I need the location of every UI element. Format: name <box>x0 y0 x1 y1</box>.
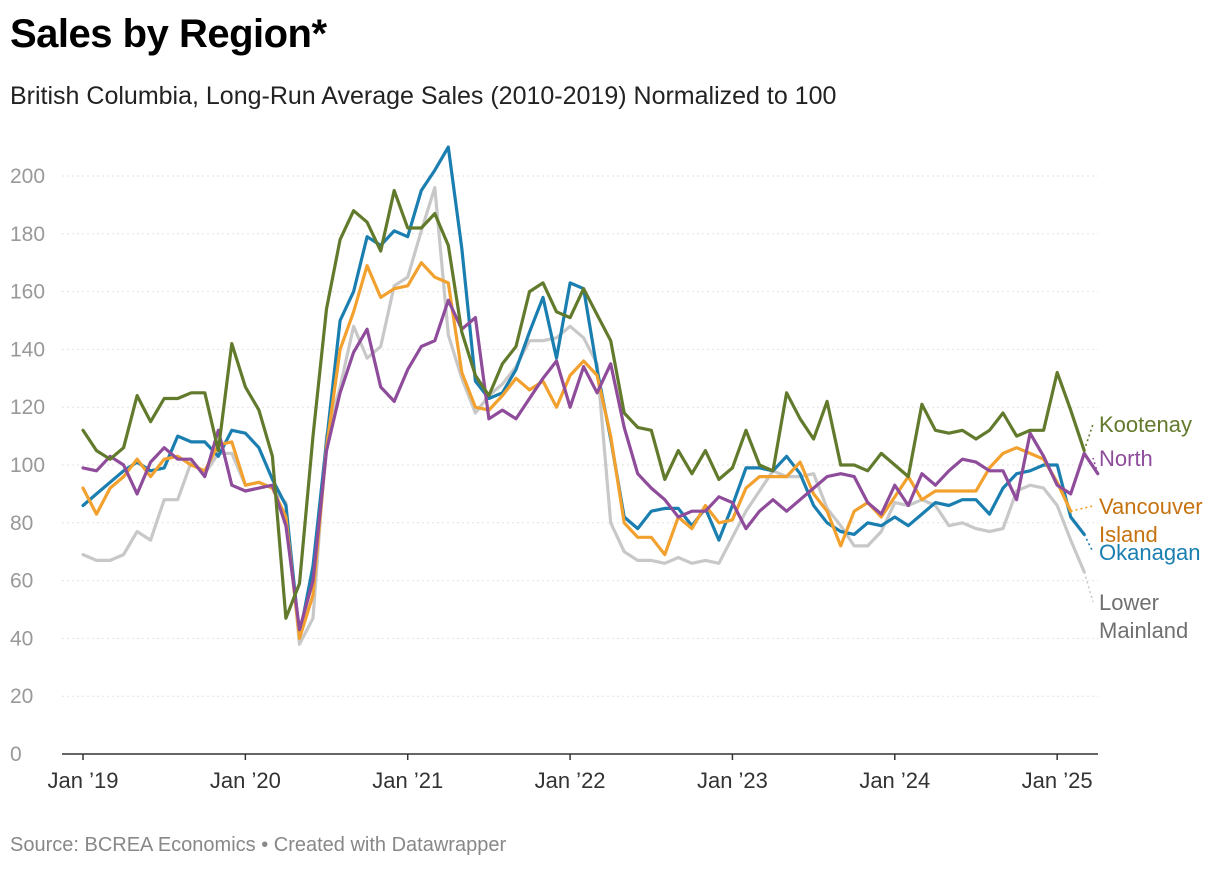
x-tick-label: Jan ’23 <box>697 768 768 793</box>
y-tick-label: 0 <box>10 743 22 766</box>
source-note: Source: BCREA Economics • Created with D… <box>10 834 507 856</box>
series-label-okanagan: Okanagan <box>1099 540 1201 565</box>
x-axis-ticks: Jan ’19 Jan ’20 Jan ’21 Jan ’22 Jan ’23 Jan ’… <box>48 754 1093 793</box>
x-tick-label: Jan ’22 <box>535 768 606 793</box>
series-lines <box>81 145 1100 646</box>
y-tick-label: 200 <box>10 165 45 188</box>
y-tick-label: 160 <box>10 281 45 304</box>
y-tick-label: 40 <box>10 627 33 650</box>
series-label-kootenay: Kootenay <box>1099 412 1192 437</box>
chart-title: Sales by Region* <box>10 12 327 56</box>
label-leader-kootenay <box>1083 423 1094 451</box>
y-axis-ticks: 0 20 40 60 80 100 120 140 160 180 200 <box>10 165 45 766</box>
series-line-lower-mainland <box>81 186 1086 646</box>
y-tick-label: 100 <box>10 454 45 477</box>
y-tick-label: 80 <box>10 512 33 535</box>
chart-subtitle: British Columbia, Long-Run Average Sales… <box>10 82 837 110</box>
x-tick-label: Jan ’25 <box>1022 768 1093 793</box>
y-tick-label: 120 <box>10 396 45 419</box>
series-label-north: North <box>1099 446 1153 471</box>
series-line-kootenay <box>81 188 1086 620</box>
series-labels: Lower Mainland Okanagan Vancouver Island Nort… <box>1070 412 1203 643</box>
x-tick-label: Jan ’24 <box>859 768 930 793</box>
y-tick-label: 60 <box>10 570 33 593</box>
series-line-north <box>81 298 1100 632</box>
label-leader-lower-mainland <box>1083 571 1094 603</box>
series-line-okanagan <box>81 145 1086 638</box>
y-tick-label: 20 <box>10 685 33 708</box>
series-label-lower-mainland: Lower <box>1099 590 1159 615</box>
label-leader-okanagan <box>1083 534 1094 553</box>
series-label-vancouver-island: Island <box>1099 522 1158 547</box>
y-tick-label: 180 <box>10 223 45 246</box>
grid-lines <box>62 175 1098 755</box>
y-tick-label: 140 <box>10 338 45 361</box>
x-tick-label: Jan ’21 <box>372 768 443 793</box>
x-tick-label: Jan ’19 <box>48 768 119 793</box>
series-label-lower-mainland: Mainland <box>1099 618 1188 643</box>
x-tick-label: Jan ’20 <box>210 768 281 793</box>
series-label-vancouver-island: Vancouver <box>1099 494 1203 519</box>
label-leader-vancouver-island <box>1070 505 1094 512</box>
series-line-vancouver-island <box>81 261 1073 641</box>
